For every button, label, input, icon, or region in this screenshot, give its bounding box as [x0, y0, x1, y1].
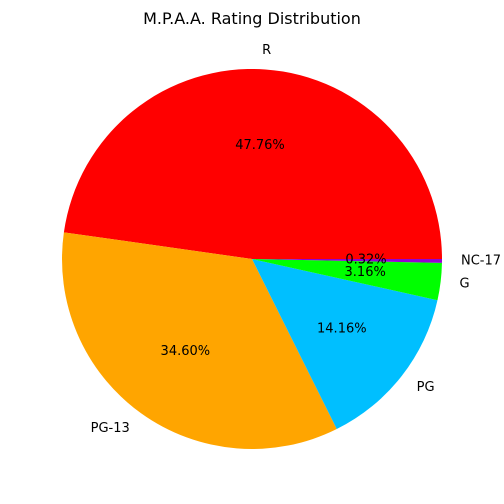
pie-slice-pg-13 [61, 232, 337, 449]
slice-label-nc-17: NC-17 [461, 254, 501, 269]
percent-label-r: 47.76% [235, 138, 285, 153]
slice-label-pg: PG [417, 380, 435, 395]
pie-slices [61, 68, 442, 449]
pie-slice-g [252, 259, 442, 301]
percent-label-nc-17: 0.32% [345, 253, 386, 268]
pie-slice-r [63, 68, 442, 259]
percent-label-pg: 14.16% [317, 322, 367, 337]
slice-label-pg-13: PG-13 [91, 421, 130, 436]
pie-slice-nc-17 [252, 259, 442, 263]
pie-slice-pg [252, 259, 438, 430]
slice-label-r: R [262, 43, 271, 58]
pie-labels: R 47.76% PG-13 34.60% PG 14.16% G 3.16% NC-17 0.3… [91, 43, 501, 436]
percent-label-g: 3.16% [345, 265, 386, 280]
slice-label-g: G [460, 276, 470, 291]
chart-title: M.P.A.A. Rating Distribution [143, 9, 361, 28]
percent-label-pg-13: 34.60% [161, 344, 211, 359]
